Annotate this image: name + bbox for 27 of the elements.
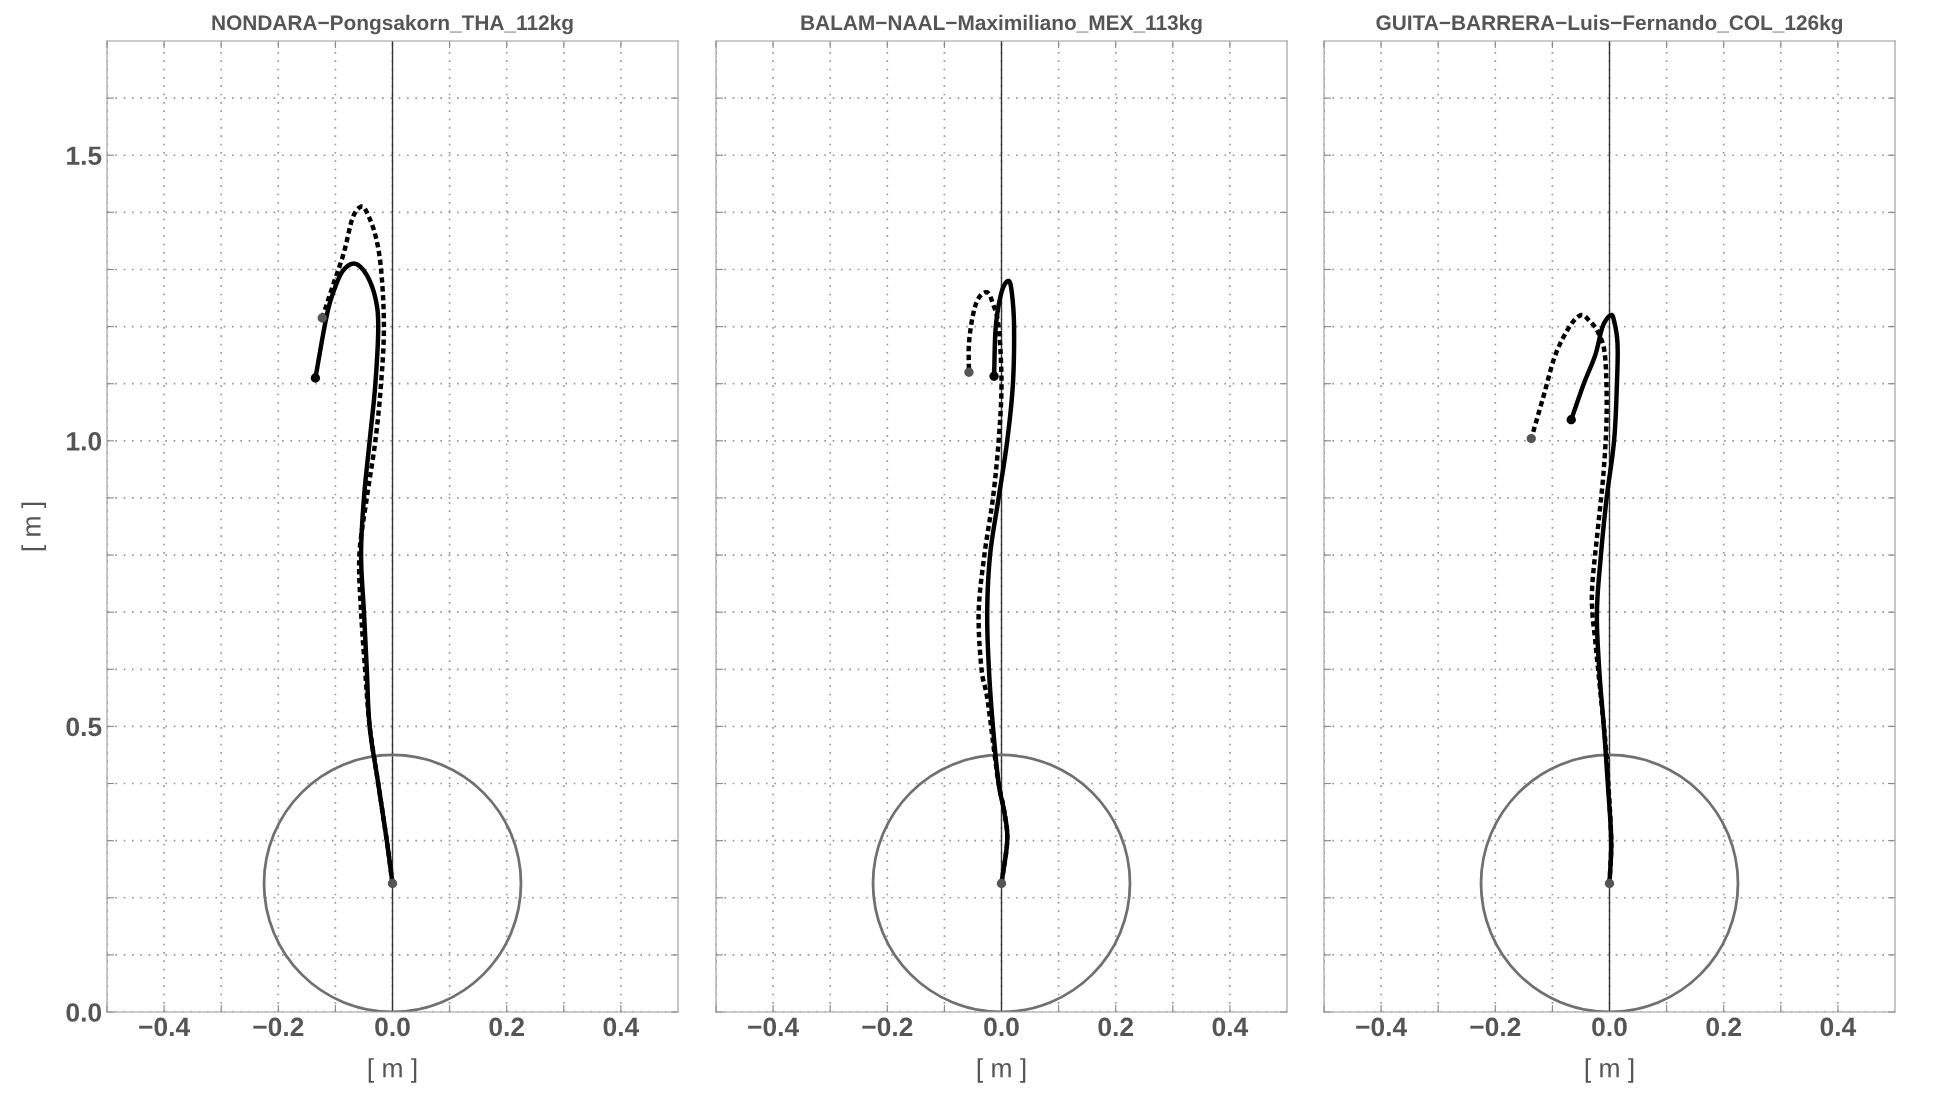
x-axis-title: [ m ] <box>368 1058 417 1083</box>
x-tick-label: 0.0 <box>1592 1017 1627 1037</box>
x-axis-title: [ m ] <box>977 1058 1026 1083</box>
x-tick-label: −0.2 <box>253 1017 304 1037</box>
x-tick-label: 0.0 <box>375 1017 410 1037</box>
x-axis-title: [ m ] <box>1585 1058 1634 1083</box>
chart-title: BALAM−NAAL−Maximiliano_MEX_113kg <box>801 14 1202 35</box>
x-tick-label: 0.2 <box>1098 1017 1133 1037</box>
y-tick-label: 0.0 <box>66 1003 102 1022</box>
y-tick-label: 0.5 <box>66 717 102 737</box>
x-tick-label: −0.4 <box>139 1017 191 1037</box>
y-tick-label: 1.5 <box>67 146 102 166</box>
x-tick-label: 0.4 <box>1212 1017 1249 1037</box>
x-tick-label: 0.4 <box>1820 1017 1857 1037</box>
chart-title: NONDARA−Pongsakorn_THA_112kg <box>212 14 573 35</box>
x-tick-label: −0.2 <box>1470 1017 1521 1037</box>
y-axis-title: [ m ] <box>21 502 47 551</box>
x-tick-label: −0.4 <box>1356 1017 1408 1037</box>
point <box>310 373 321 383</box>
x-tick-label: −0.2 <box>862 1017 913 1037</box>
x-tick-label: 0.2 <box>1706 1017 1741 1037</box>
y-tick-label: 1.0 <box>67 431 102 451</box>
x-tick-label: 0.0 <box>984 1017 1019 1037</box>
x-tick-label: 0.2 <box>489 1017 524 1037</box>
x-tick-label: −0.4 <box>748 1017 800 1037</box>
x-tick-label: 0.4 <box>603 1017 640 1037</box>
chart-title: GUITA−BARRERA−Luis−Fernando_COL_126kg <box>1376 14 1843 35</box>
